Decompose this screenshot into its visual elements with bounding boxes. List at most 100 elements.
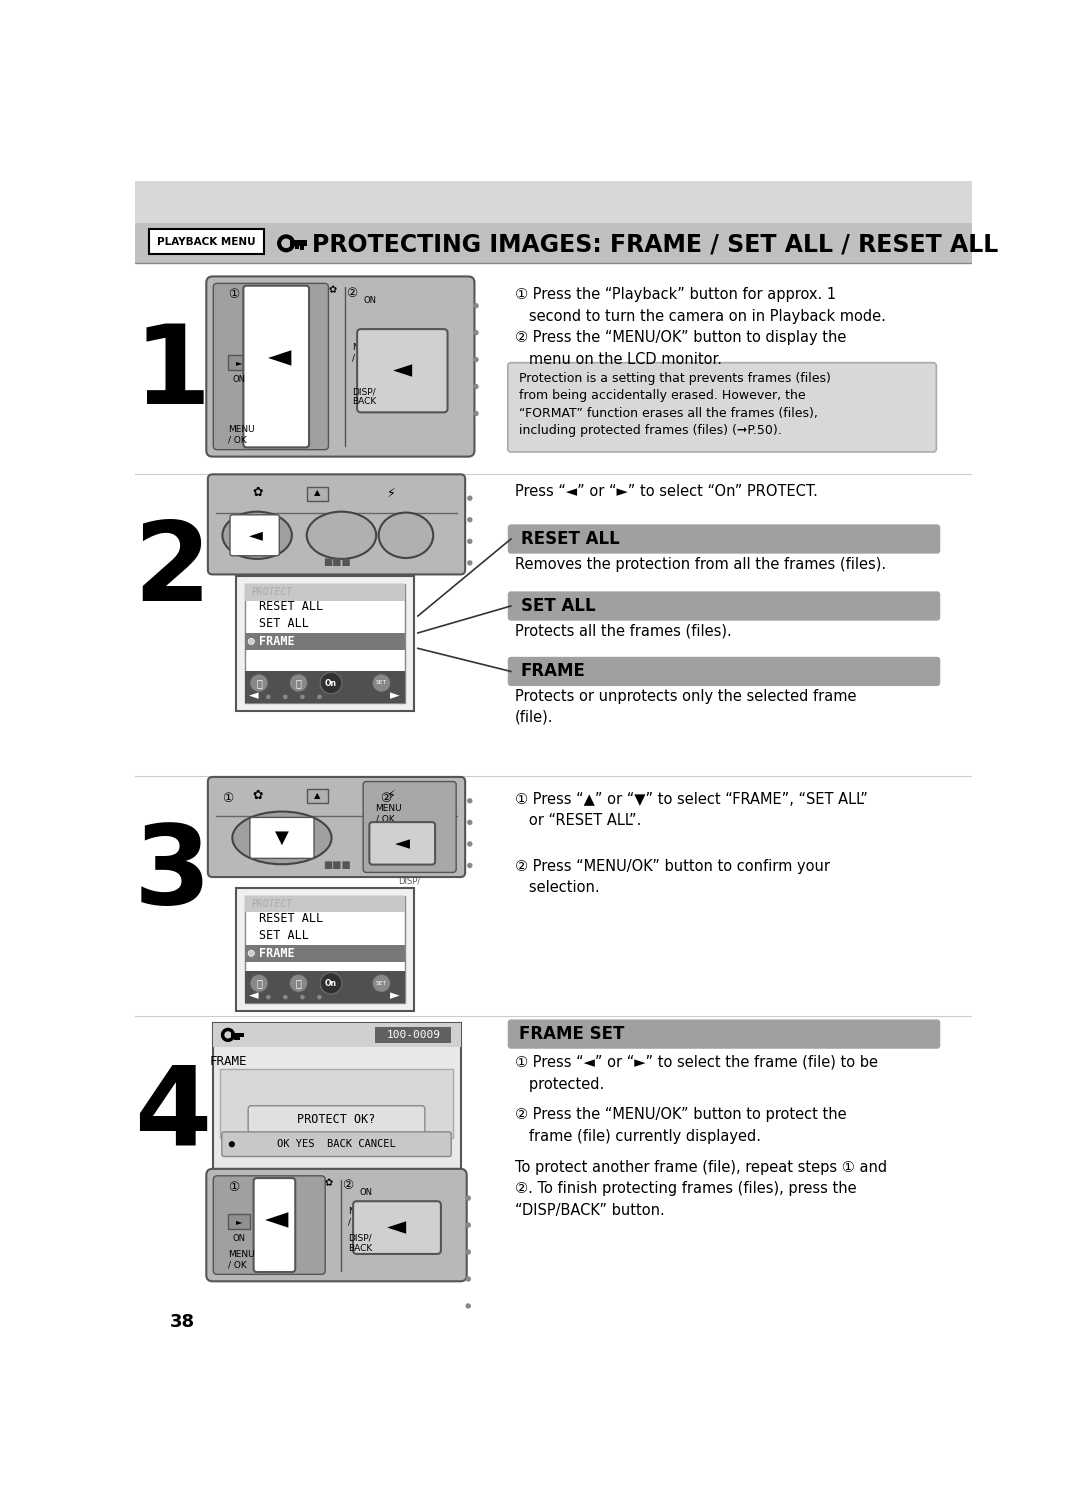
Ellipse shape [379, 513, 433, 558]
Circle shape [373, 974, 391, 992]
Bar [296, 246, 299, 249]
Text: PROTECT OK?: PROTECT OK? [297, 1113, 376, 1126]
Text: 2: 2 [134, 517, 211, 624]
Text: MENU
/ OK: MENU / OK [352, 344, 378, 363]
Bar [235, 576, 414, 710]
Circle shape [467, 863, 473, 869]
FancyBboxPatch shape [508, 591, 941, 621]
Text: To protect another frame (file), repeat steps ① and
②. To finish protecting fram: To protect another frame (file), repeat … [515, 1160, 887, 1218]
Text: ON: ON [232, 1234, 245, 1243]
Circle shape [249, 674, 268, 692]
Text: FRAME SET: FRAME SET [518, 1025, 624, 1044]
Text: ① Press “▲” or “▼” to select “FRAME”, “SET ALL”
   or “RESET ALL”.: ① Press “▲” or “▼” to select “FRAME”, “S… [515, 792, 867, 828]
Bar [135, 181, 972, 223]
Bar [245, 896, 405, 1003]
FancyBboxPatch shape [249, 817, 314, 858]
Text: 🔒: 🔒 [296, 679, 301, 688]
Circle shape [318, 695, 322, 700]
Ellipse shape [307, 511, 376, 559]
Text: 🗑: 🗑 [256, 679, 262, 688]
Text: 38: 38 [170, 1313, 195, 1332]
Bar [245, 633, 405, 650]
Circle shape [467, 798, 473, 804]
Text: ② Press the “MENU/OK” button to protect the
   frame (file) currently displayed.: ② Press the “MENU/OK” button to protect … [515, 1107, 847, 1145]
FancyBboxPatch shape [508, 363, 936, 452]
FancyBboxPatch shape [248, 1105, 424, 1134]
Text: Protects all the frames (files).: Protects all the frames (files). [515, 624, 731, 639]
FancyBboxPatch shape [508, 525, 941, 553]
Bar [220, 1069, 453, 1139]
Bar [234, 1038, 237, 1039]
Circle shape [465, 1196, 471, 1200]
Circle shape [373, 674, 391, 692]
Text: 1: 1 [134, 320, 211, 427]
Text: PROTECT: PROTECT [252, 899, 293, 909]
Text: DISP/
BACK: DISP/ BACK [348, 1234, 372, 1253]
Bar [213, 1022, 460, 1047]
Text: MENU
/ OK: MENU / OK [376, 804, 402, 823]
Circle shape [473, 410, 478, 416]
Text: ■■■: ■■■ [323, 556, 350, 567]
Text: ✿: ✿ [328, 285, 337, 296]
Text: PLAYBACK MENU: PLAYBACK MENU [157, 237, 256, 247]
Circle shape [473, 385, 478, 389]
Bar [245, 584, 405, 600]
Text: ■■■: ■■■ [323, 860, 350, 870]
Text: Protection is a setting that prevents frames (files)
from being accidentally era: Protection is a setting that prevents fr… [518, 372, 831, 437]
Circle shape [321, 973, 342, 994]
Text: ►: ► [235, 1217, 242, 1226]
Text: ON: ON [232, 375, 245, 385]
FancyBboxPatch shape [206, 276, 474, 457]
Text: ▲: ▲ [314, 489, 321, 498]
Text: ◄: ◄ [393, 359, 411, 383]
Circle shape [283, 695, 287, 700]
Text: SET ALL: SET ALL [521, 597, 595, 615]
Text: DISP/
BACK: DISP/ BACK [352, 388, 376, 407]
Bar [238, 1038, 241, 1041]
Text: ◄: ◄ [248, 989, 258, 1003]
Circle shape [467, 538, 473, 544]
Text: FRAME: FRAME [259, 635, 295, 648]
Circle shape [465, 1303, 471, 1309]
Text: PROTECTING IMAGES: FRAME / SET ALL / RESET ALL: PROTECTING IMAGES: FRAME / SET ALL / RES… [312, 232, 998, 256]
Circle shape [465, 1249, 471, 1255]
Circle shape [248, 638, 255, 644]
Circle shape [229, 1142, 235, 1148]
FancyBboxPatch shape [508, 657, 941, 686]
Circle shape [300, 695, 305, 700]
Text: ①: ① [229, 1181, 240, 1194]
Circle shape [266, 695, 271, 700]
Bar [300, 246, 303, 250]
Text: ◄: ◄ [249, 526, 262, 544]
Bar [235, 888, 414, 1010]
Text: ⚡: ⚡ [387, 486, 395, 499]
Bar [375, 1027, 451, 1042]
Bar [307, 789, 328, 804]
Bar [245, 896, 405, 912]
FancyBboxPatch shape [221, 1133, 451, 1157]
Bar [245, 971, 405, 1003]
Text: RESET ALL: RESET ALL [259, 600, 323, 614]
Text: 🔒: 🔒 [296, 979, 301, 988]
Circle shape [318, 995, 322, 1000]
Text: ✿: ✿ [325, 1178, 333, 1188]
Circle shape [289, 674, 308, 692]
Text: MENU
/ OK: MENU / OK [228, 425, 255, 445]
Bar [228, 1214, 249, 1229]
Circle shape [473, 330, 478, 335]
Ellipse shape [222, 511, 292, 559]
Bar [213, 1022, 460, 1169]
Ellipse shape [232, 811, 332, 864]
Text: Protects or unprotects only the selected frame
(file).: Protects or unprotects only the selected… [515, 689, 856, 724]
Bar [245, 946, 405, 962]
Text: ② Press “MENU/OK” button to confirm your
   selection.: ② Press “MENU/OK” button to confirm your… [515, 858, 829, 896]
Text: SET ALL: SET ALL [259, 929, 309, 942]
Text: 100-0009: 100-0009 [387, 1030, 441, 1041]
Text: FRAME: FRAME [259, 947, 295, 959]
Bar [149, 229, 264, 255]
Text: DISP/: DISP/ [399, 876, 421, 885]
Circle shape [467, 496, 473, 501]
FancyBboxPatch shape [207, 777, 465, 878]
FancyBboxPatch shape [363, 781, 456, 873]
Text: ✿: ✿ [252, 789, 262, 802]
